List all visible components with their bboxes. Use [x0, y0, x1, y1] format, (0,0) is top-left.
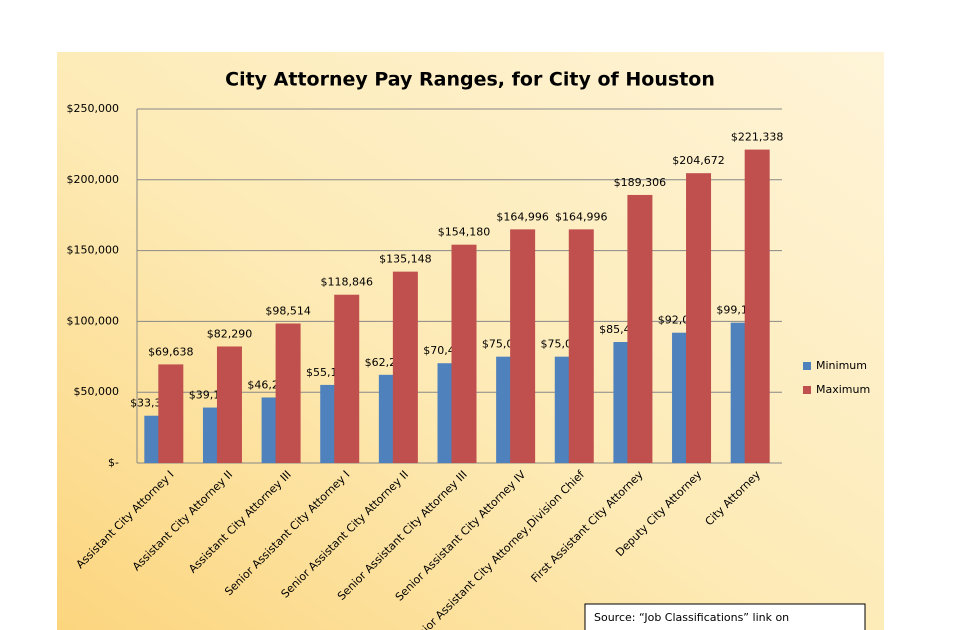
value-label: $204,672	[672, 154, 725, 167]
bar	[216, 346, 242, 463]
value-label: $98,514	[265, 305, 311, 318]
bar	[275, 323, 301, 463]
bar	[451, 244, 477, 463]
chart-title: City Attorney Pay Ranges, for City of Ho…	[225, 69, 715, 91]
value-label: $69,638	[148, 345, 194, 358]
bar	[392, 271, 418, 463]
source-box	[584, 603, 866, 630]
y-tick-label: $150,000	[67, 244, 120, 257]
bar	[627, 194, 653, 464]
value-label: $189,306	[614, 176, 667, 189]
legend-swatch	[803, 386, 811, 394]
source: Source: “Job Classifications” link on	[594, 611, 789, 624]
legend-label: Minimum	[816, 359, 867, 372]
y-tick-label: $200,000	[67, 173, 120, 186]
value-label: $118,846	[320, 276, 373, 289]
bar	[568, 229, 594, 463]
value-label: $164,996	[555, 210, 608, 223]
bar	[334, 294, 360, 463]
legend-swatch	[803, 362, 811, 370]
value-label: $164,996	[496, 210, 549, 223]
bar	[158, 364, 184, 463]
value-label: $135,148	[379, 253, 432, 266]
legend-label: Maximum	[816, 383, 870, 396]
bar	[744, 149, 770, 463]
value-label: $221,338	[731, 131, 784, 144]
bar	[686, 173, 712, 463]
y-tick-label: $50,000	[74, 385, 120, 398]
y-tick-label: $-	[108, 456, 119, 469]
y-tick-label: $100,000	[67, 314, 120, 327]
y-tick-label: $250,000	[67, 102, 120, 115]
bar	[510, 229, 536, 463]
value-label: $154,180	[438, 226, 491, 239]
value-label: $82,290	[207, 327, 253, 340]
